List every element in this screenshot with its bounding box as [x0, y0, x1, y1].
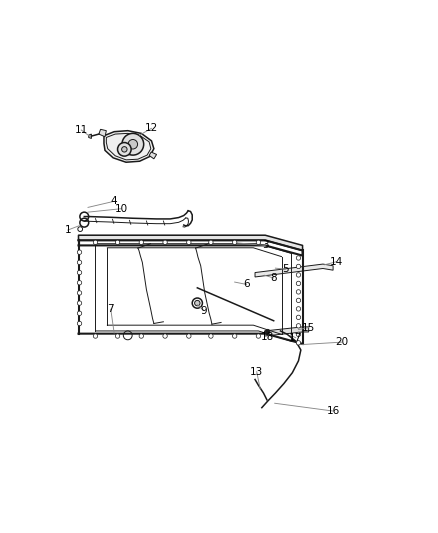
Circle shape [256, 240, 261, 245]
Circle shape [122, 147, 127, 152]
Text: 13: 13 [250, 367, 263, 377]
Text: 10: 10 [114, 204, 127, 214]
Circle shape [187, 334, 191, 338]
Circle shape [78, 290, 82, 295]
Circle shape [115, 240, 120, 245]
Circle shape [78, 311, 82, 316]
Circle shape [163, 240, 167, 245]
Circle shape [187, 240, 191, 245]
Text: 12: 12 [145, 123, 158, 133]
Text: 18: 18 [261, 332, 274, 342]
Circle shape [256, 334, 261, 338]
Circle shape [296, 281, 300, 286]
Text: 11: 11 [74, 125, 88, 135]
Circle shape [296, 273, 300, 277]
Text: 15: 15 [302, 322, 315, 333]
Text: 1: 1 [64, 225, 71, 235]
Text: 8: 8 [270, 273, 277, 283]
Circle shape [78, 321, 82, 326]
Circle shape [115, 334, 120, 338]
Circle shape [139, 240, 144, 245]
Circle shape [163, 334, 167, 338]
Text: 16: 16 [326, 406, 340, 416]
Circle shape [139, 334, 144, 338]
Circle shape [192, 298, 202, 308]
Circle shape [124, 331, 132, 340]
Text: 14: 14 [330, 257, 343, 266]
Circle shape [208, 240, 213, 245]
Circle shape [296, 324, 300, 328]
Circle shape [78, 280, 82, 285]
Circle shape [296, 315, 300, 320]
Polygon shape [88, 134, 92, 139]
Polygon shape [255, 264, 333, 277]
Circle shape [296, 298, 300, 303]
Text: 17: 17 [289, 333, 302, 343]
Circle shape [78, 270, 82, 275]
Circle shape [117, 142, 131, 156]
Polygon shape [149, 152, 156, 159]
Text: 7: 7 [107, 304, 114, 314]
Circle shape [296, 256, 300, 260]
Circle shape [296, 290, 300, 294]
Circle shape [296, 341, 300, 345]
Circle shape [93, 334, 98, 338]
Circle shape [296, 332, 300, 336]
Circle shape [265, 329, 270, 334]
Circle shape [296, 264, 300, 269]
Text: 6: 6 [243, 279, 250, 289]
Circle shape [93, 240, 98, 245]
Text: 5: 5 [282, 264, 289, 274]
Text: 3: 3 [262, 240, 268, 251]
Polygon shape [265, 327, 309, 336]
Circle shape [78, 301, 82, 305]
Circle shape [128, 140, 138, 149]
Circle shape [78, 250, 82, 254]
Circle shape [233, 240, 237, 245]
Text: 9: 9 [201, 305, 208, 316]
Text: 20: 20 [335, 337, 348, 347]
Circle shape [122, 133, 144, 155]
Circle shape [296, 306, 300, 311]
Circle shape [78, 260, 82, 264]
Polygon shape [78, 235, 303, 251]
Circle shape [233, 334, 237, 338]
Polygon shape [104, 131, 154, 162]
Circle shape [194, 301, 200, 306]
Polygon shape [99, 130, 106, 137]
Circle shape [208, 334, 213, 338]
Text: 4: 4 [111, 196, 117, 206]
Circle shape [78, 227, 83, 231]
